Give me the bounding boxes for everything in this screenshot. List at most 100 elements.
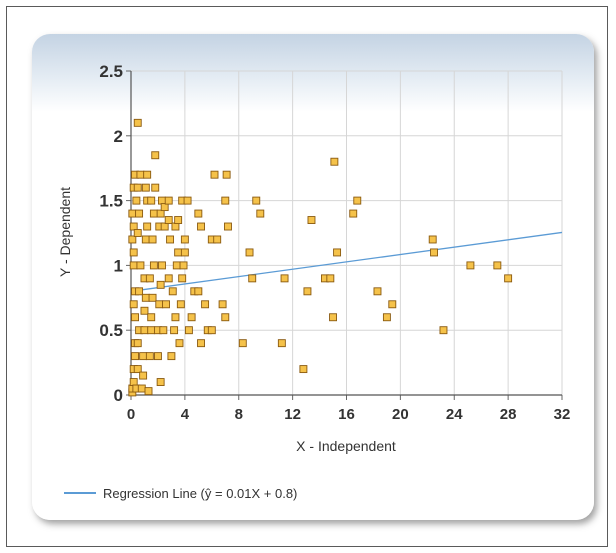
y-tick-label: 2.5 <box>99 62 123 81</box>
data-point <box>128 209 137 218</box>
data-point <box>174 248 183 257</box>
data-point <box>133 339 142 348</box>
data-point <box>141 293 150 302</box>
data-point <box>221 196 230 205</box>
y-tick-label: 0 <box>114 386 123 405</box>
y-axis-label: Y - Dependent <box>57 187 73 277</box>
data-point <box>148 235 157 244</box>
data-point <box>129 222 138 231</box>
y-tick-label: 1.5 <box>99 192 123 211</box>
data-point <box>382 313 391 322</box>
data-point <box>176 300 185 309</box>
data-point <box>133 229 142 237</box>
data-point <box>144 387 153 396</box>
data-point <box>145 274 154 283</box>
data-point <box>210 170 219 179</box>
x-tick-label: 20 <box>392 406 409 423</box>
x-tick-label: 24 <box>446 406 463 423</box>
data-point <box>143 170 152 179</box>
x-tick-label: 12 <box>284 406 301 423</box>
data-point <box>222 170 231 179</box>
data-point <box>132 196 141 205</box>
data-point <box>197 222 205 231</box>
legend: Regression Line (ŷ = 0.01X + 0.8) <box>64 484 297 502</box>
data-point <box>213 235 222 244</box>
data-point <box>179 261 188 270</box>
data-point <box>128 235 137 244</box>
x-tick-label: 0 <box>127 406 135 423</box>
data-point <box>159 326 168 335</box>
x-axis-label: X - Independent <box>296 438 396 454</box>
data-point <box>129 378 138 386</box>
data-point <box>133 365 142 374</box>
data-point <box>184 326 193 335</box>
data-point <box>141 235 150 244</box>
data-point <box>151 183 160 192</box>
data-point <box>158 261 166 270</box>
data-point <box>277 339 286 348</box>
data-point <box>131 352 139 361</box>
data-point <box>147 196 156 205</box>
regression-line <box>130 231 563 292</box>
data-point <box>187 313 196 322</box>
data-point <box>136 261 145 270</box>
data-point <box>172 261 181 270</box>
legend-label: Regression Line (ŷ = 0.01X + 0.8) <box>103 485 298 501</box>
data-point <box>140 306 149 315</box>
data-point <box>221 313 230 322</box>
data-point <box>207 326 216 335</box>
data-point <box>349 209 358 218</box>
data-point <box>156 209 165 218</box>
data-point <box>307 216 316 224</box>
data-points <box>128 118 513 397</box>
data-point <box>139 352 148 361</box>
data-point <box>129 261 138 270</box>
data-point <box>136 170 145 179</box>
data-point <box>466 261 475 270</box>
x-tick-label: 8 <box>235 406 243 423</box>
data-point <box>147 313 156 322</box>
data-point <box>143 222 152 231</box>
data-point <box>145 352 154 361</box>
data-point <box>303 287 312 296</box>
data-point <box>139 371 148 380</box>
data-point <box>245 248 254 257</box>
data-point <box>194 209 203 218</box>
data-point <box>493 261 502 270</box>
data-point <box>167 352 176 361</box>
data-point <box>330 157 339 166</box>
data-point <box>197 339 205 348</box>
data-point <box>166 235 175 244</box>
data-point <box>149 209 158 218</box>
data-point <box>147 326 156 335</box>
x-tick-label: 4 <box>181 406 190 423</box>
data-point <box>171 313 180 322</box>
data-point <box>141 183 150 192</box>
data-point <box>439 326 448 335</box>
data-point <box>156 378 165 386</box>
data-point <box>164 216 173 224</box>
data-point <box>153 352 162 361</box>
data-point <box>178 274 187 283</box>
data-point <box>168 287 177 296</box>
data-point <box>155 300 164 309</box>
data-point <box>174 216 183 224</box>
chart-panel <box>32 34 594 520</box>
data-point <box>238 339 247 348</box>
data-point <box>133 118 142 127</box>
tick-labels: 0 4 8 12 16 20 24 28 32 0 0.5 1 1.5 2 2.5 <box>99 62 570 423</box>
data-point <box>180 248 189 257</box>
y-tick-label: 1 <box>114 256 123 275</box>
data-point <box>388 300 397 309</box>
y-tick-label: 0.5 <box>99 321 123 340</box>
data-point <box>373 287 382 296</box>
data-point <box>129 300 138 309</box>
data-point <box>252 196 261 205</box>
data-point <box>201 300 210 309</box>
data-point <box>175 339 184 348</box>
x-tick-label: 32 <box>554 406 571 423</box>
data-point <box>162 300 170 309</box>
data-point <box>151 151 160 160</box>
regression-line-group <box>130 231 563 292</box>
data-point <box>183 196 192 205</box>
